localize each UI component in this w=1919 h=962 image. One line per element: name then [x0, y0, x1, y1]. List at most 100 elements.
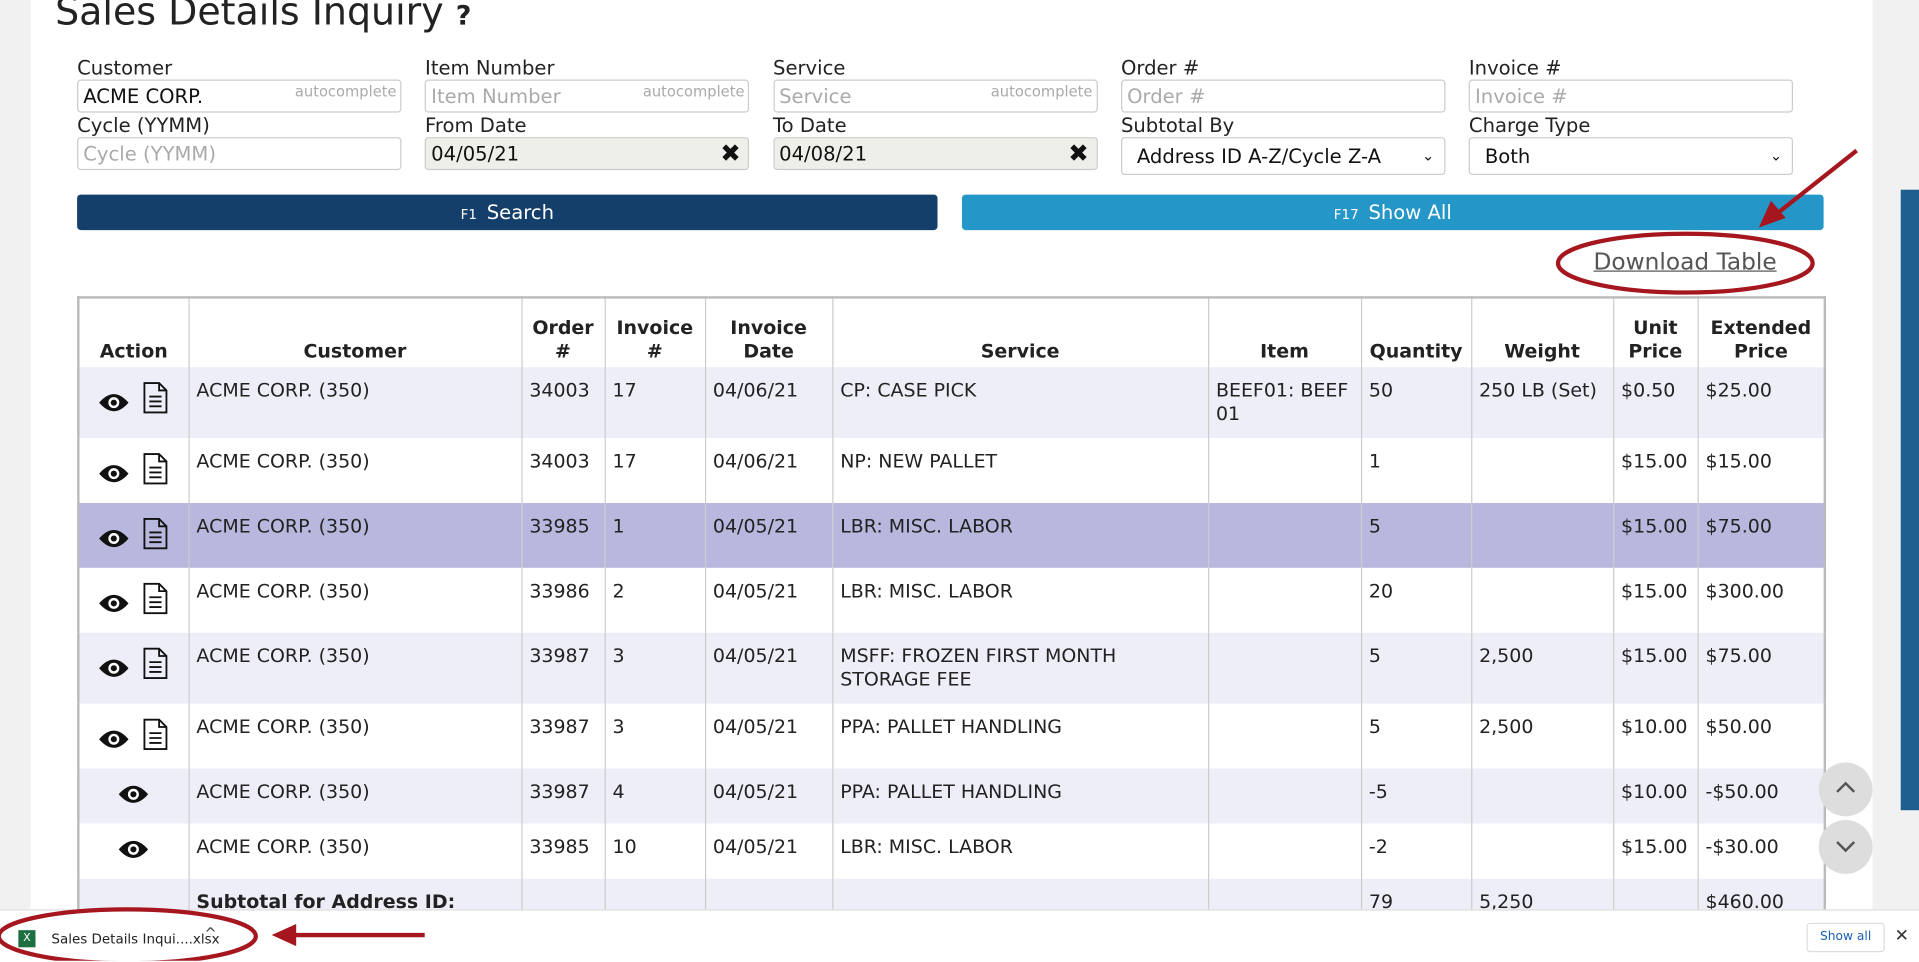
input[interactable]: 04/08/21 ✖ — [773, 137, 1098, 171]
field-label: Cycle (YYMM) — [77, 113, 210, 138]
view-icon[interactable] — [118, 785, 150, 810]
cell: 2 — [603, 567, 705, 633]
placeholder: Service — [779, 84, 852, 108]
cell — [1207, 438, 1361, 504]
search-button[interactable]: F1 Search — [77, 194, 938, 231]
table-row: ACME CORP. (350) 34003 17 04/06/21 CP: CASE … — [77, 367, 1825, 439]
cell — [1470, 503, 1614, 568]
cell: 3 — [603, 632, 705, 704]
column-header: Customer — [187, 297, 522, 368]
cell: MSFF: FROZEN FIRST MONTH STORAGE FEE — [831, 632, 1208, 704]
input[interactable]: Both ⌄ — [1468, 137, 1794, 176]
cell: 33985 — [520, 823, 605, 879]
cell: 04/05/21 — [704, 632, 833, 704]
field-label: To Date — [773, 113, 847, 138]
view-icon[interactable] — [98, 465, 130, 490]
hint: autocomplete — [990, 83, 1093, 101]
cell: ACME CORP. (350) — [187, 823, 522, 879]
cell: $10.00 — [1612, 703, 1698, 769]
scrollbar-thumb[interactable] — [1900, 189, 1919, 811]
cell — [1470, 768, 1614, 824]
view-icon[interactable] — [98, 529, 130, 554]
placeholder: Item Number — [431, 84, 561, 108]
cell — [1470, 567, 1614, 633]
input[interactable]: Cycle (YYMM) — [77, 137, 402, 171]
view-icon[interactable] — [118, 840, 150, 865]
value: 04/08/21 — [779, 141, 868, 166]
title: Sales Details Inquiry — [55, 0, 444, 35]
column-header: Invoice Date — [704, 297, 833, 368]
document-icon[interactable] — [142, 718, 169, 755]
clear-button[interactable]: ✖ — [720, 138, 741, 168]
value: ACME CORP. — [83, 84, 204, 108]
cell: 04/05/21 — [704, 703, 833, 769]
chevron[interactable]: ^ — [204, 925, 217, 943]
cell — [1207, 567, 1361, 633]
cell: ACME CORP. (350) — [187, 567, 522, 633]
cell: ACME CORP. (350) — [187, 438, 522, 504]
input[interactable]: ACME CORP. autocomplete — [77, 79, 402, 113]
document-icon[interactable] — [142, 518, 169, 554]
cell: 1 — [1360, 438, 1472, 504]
hint: autocomplete — [294, 83, 397, 101]
document-icon[interactable] — [142, 382, 169, 419]
close[interactable]: ✕ — [1894, 926, 1909, 947]
selected: Address ID A-Z/Cycle Z-A — [1136, 144, 1382, 168]
input[interactable]: Service autocomplete — [773, 79, 1098, 113]
action-cell — [77, 823, 189, 879]
input[interactable]: Order # — [1120, 79, 1446, 113]
view-icon[interactable] — [98, 394, 130, 419]
cell: $15.00 — [1612, 438, 1698, 504]
download-link[interactable]: Download Table — [1593, 248, 1777, 276]
scroll-down[interactable] — [1818, 820, 1873, 874]
input[interactable]: 04/05/21 ✖ — [425, 137, 750, 171]
field-label: Invoice # — [1468, 56, 1562, 80]
cell: $300.00 — [1696, 567, 1825, 633]
cell: 5 — [1360, 703, 1472, 769]
show-all-downloads[interactable]: Show all — [1806, 922, 1885, 953]
cell: $75.00 — [1696, 503, 1825, 568]
cell: BEEF01: BEEF 01 — [1207, 367, 1361, 439]
cell: $15.00 — [1612, 503, 1698, 568]
view-icon[interactable] — [98, 594, 130, 619]
cell: 20 — [1360, 567, 1472, 633]
table-row: ACME CORP. (350) 33987 4 04/05/21 PPA: PALLE… — [77, 768, 1825, 824]
column-header: Service — [831, 297, 1208, 368]
document-icon[interactable] — [142, 647, 169, 684]
document-icon[interactable] — [142, 582, 169, 619]
table-row: ACME CORP. (350) 33987 3 04/05/21 PPA: PALLE… — [77, 703, 1825, 769]
cell: NP: NEW PALLET — [831, 438, 1208, 504]
cell: PPA: PALLET HANDLING — [831, 768, 1208, 824]
action-cell — [77, 632, 189, 704]
cell: 33987 — [520, 632, 605, 704]
show-all-button[interactable]: F17 Show All — [961, 194, 1824, 231]
field-label: Item Number — [425, 56, 555, 80]
cell: -$30.00 — [1696, 823, 1825, 879]
view-icon[interactable] — [98, 730, 130, 755]
table-row: ACME CORP. (350) 34003 17 04/06/21 NP: NEW P… — [77, 438, 1825, 504]
placeholder: Order # — [1127, 84, 1206, 108]
download-file[interactable]: Sales Details Inqui....xlsx — [51, 931, 220, 948]
column-header: Quantity — [1360, 297, 1472, 368]
caret: ⌄ — [1421, 146, 1435, 165]
key: F1 — [460, 206, 477, 223]
cell — [1207, 632, 1361, 704]
cell: ACME CORP. (350) — [187, 367, 522, 439]
document-icon[interactable] — [142, 453, 169, 490]
help[interactable]: ? — [455, 1, 472, 32]
clear-button[interactable]: ✖ — [1068, 138, 1089, 168]
view-icon[interactable] — [98, 659, 130, 684]
cell: ACME CORP. (350) — [187, 503, 522, 568]
cell — [1207, 703, 1361, 769]
cell: 10 — [603, 823, 705, 879]
cell: 04/05/21 — [704, 823, 833, 879]
input[interactable]: Invoice # — [1468, 79, 1794, 113]
field-label: Service — [773, 56, 846, 80]
scroll-up[interactable] — [1818, 762, 1873, 817]
table-row: ACME CORP. (350) 33985 10 04/05/21 LBR: MISC… — [77, 823, 1825, 879]
input[interactable]: Address ID A-Z/Cycle Z-A ⌄ — [1120, 137, 1446, 176]
cell: 04/06/21 — [704, 438, 833, 504]
cell: CP: CASE PICK — [831, 367, 1208, 439]
input[interactable]: Item Number autocomplete — [425, 79, 750, 113]
cell: 5 — [1360, 632, 1472, 704]
